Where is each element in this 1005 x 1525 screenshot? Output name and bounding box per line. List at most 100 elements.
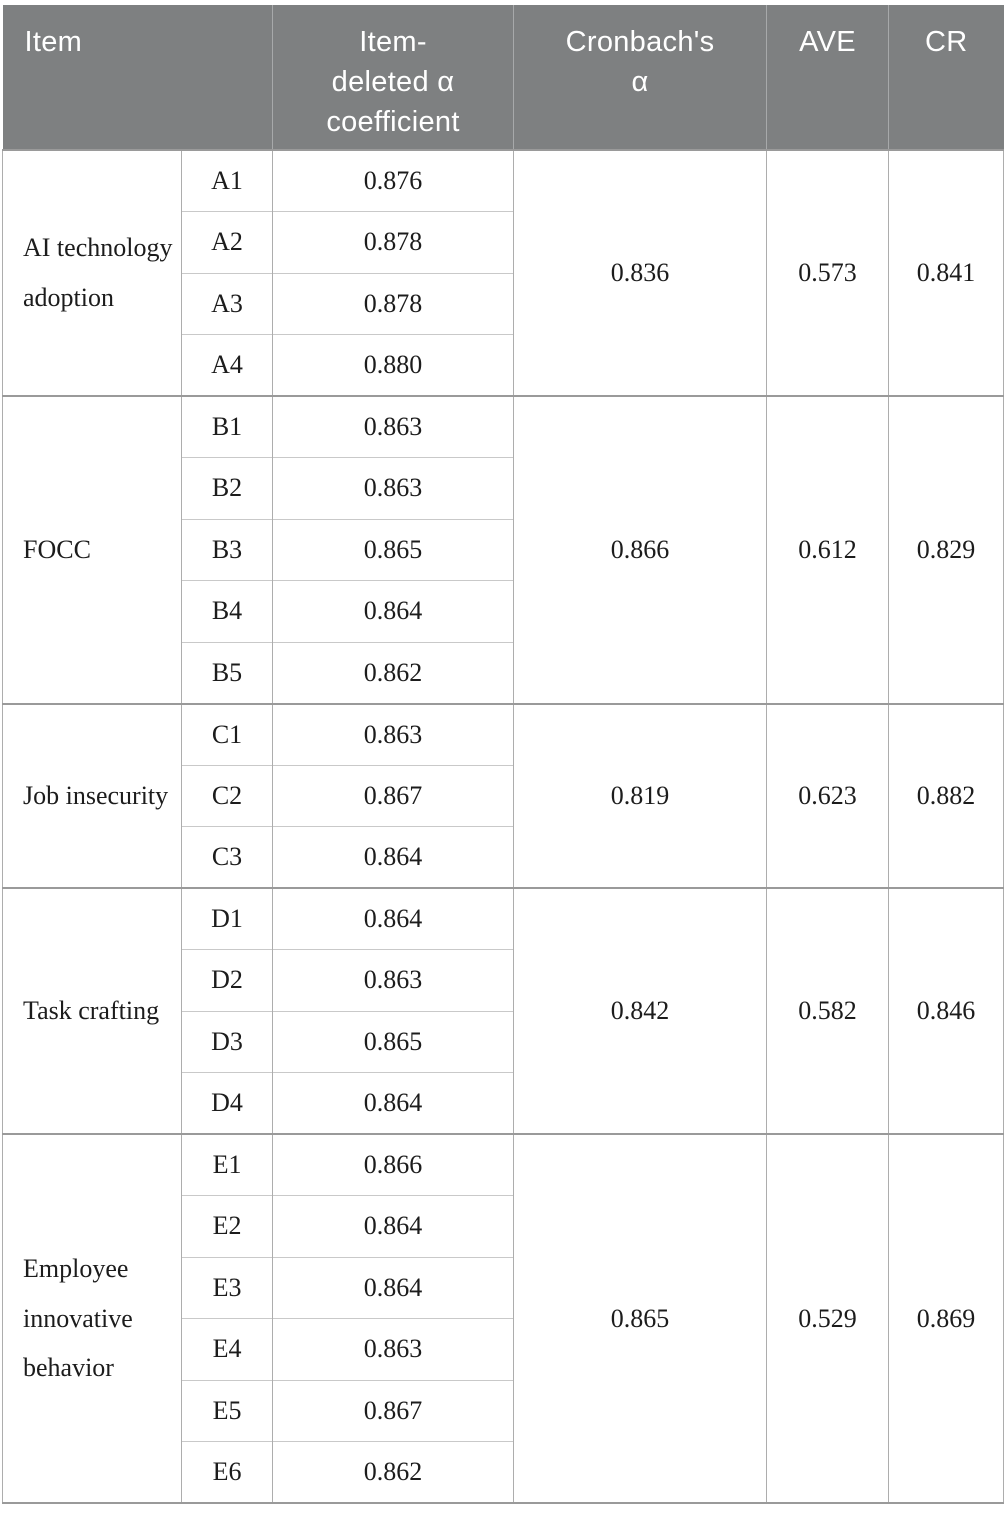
item-code-cell: A1 — [180, 149, 274, 212]
table-row: A4 0.880 — [3, 334, 1004, 396]
table-row: D2 0.863 — [3, 949, 1004, 1011]
coefficient-cell: 0.864 — [272, 1072, 515, 1134]
table-row: E2 0.864 — [3, 1195, 1004, 1257]
ave-cell: 0.623 — [766, 702, 890, 888]
table-row: E4 0.863 — [3, 1318, 1004, 1380]
coefficient-cell: 0.878 — [272, 272, 515, 335]
item-code-cell: B1 — [180, 395, 274, 458]
table-row: B4 0.864 — [3, 580, 1004, 642]
coefficient-cell: 0.878 — [272, 211, 515, 273]
table-row: B5 0.862 — [3, 641, 1004, 704]
table-row: C3 0.864 — [3, 826, 1004, 888]
coefficient-cell: 0.864 — [272, 580, 515, 642]
item-code-cell: B5 — [180, 641, 274, 704]
item-code-cell: E5 — [180, 1379, 274, 1442]
ave-cell: 0.529 — [766, 1133, 890, 1503]
coefficient-cell: 0.864 — [272, 887, 515, 950]
coefficient-cell: 0.863 — [272, 457, 515, 519]
coefficient-cell: 0.862 — [272, 1441, 515, 1503]
coefficient-cell: 0.864 — [272, 1195, 515, 1257]
item-code-cell: D1 — [180, 887, 274, 950]
coefficient-cell: 0.864 — [272, 826, 515, 888]
item-code-cell: B2 — [180, 457, 274, 519]
table-row: D3 0.865 — [3, 1010, 1004, 1073]
header-ave-label: AVE — [799, 26, 856, 58]
construct-cell: Employee innovative behavior — [2, 1133, 182, 1503]
item-code-cell: E3 — [180, 1256, 274, 1319]
header-cr: CR — [888, 5, 1004, 151]
table-row: E6 0.862 — [3, 1441, 1004, 1503]
item-code-cell: C3 — [180, 826, 274, 888]
cr-cell: 0.829 — [888, 395, 1005, 704]
header-item: Item — [2, 5, 273, 151]
cronbach-cell: 0.865 — [513, 1133, 768, 1503]
table-row: AI technology adoption A1 0.876 0.836 0.573 0… — [2, 149, 1005, 396]
table-row: C2 0.867 — [3, 764, 1004, 827]
item-code-cell: E4 — [180, 1318, 274, 1380]
table-row: E3 0.864 — [3, 1256, 1004, 1319]
construct-cell: Job insecurity — [2, 702, 182, 888]
table-row: FOCC B1 0.863 0.866 0.612 0.829 — [2, 395, 1005, 704]
coefficient-cell: 0.866 — [272, 1133, 515, 1196]
item-code-cell: A4 — [180, 334, 274, 396]
construct-cell: AI technology adoption — [2, 149, 182, 396]
header-ave: AVE — [766, 5, 889, 151]
item-code-cell: B3 — [180, 518, 274, 581]
item-code-cell: D2 — [180, 949, 274, 1011]
table-row: Employee innovative behavior E1 0.866 0.865… — [2, 1133, 1005, 1503]
coefficient-cell: 0.865 — [272, 1010, 515, 1073]
item-code-cell: E1 — [180, 1133, 274, 1196]
header-item-label: Item — [24, 26, 83, 58]
header-cronbach-label: Cronbach's α — [565, 26, 715, 99]
ave-cell: 0.573 — [766, 149, 890, 396]
cr-cell: 0.841 — [888, 149, 1005, 396]
table-row: E5 0.867 — [3, 1379, 1004, 1442]
item-code-cell: A2 — [180, 211, 274, 273]
cr-cell: 0.882 — [888, 702, 1005, 888]
item-code-cell: E2 — [180, 1195, 274, 1257]
cronbach-cell: 0.836 — [513, 149, 768, 396]
reliability-table: Item Item-deleted α coefficient Cronbach… — [2, 5, 1005, 1504]
header-item-deleted: Item-deleted α coefficient — [272, 5, 514, 151]
coefficient-cell: 0.865 — [272, 518, 515, 581]
table-row: A2 0.878 — [3, 211, 1004, 273]
cr-cell: 0.869 — [888, 1133, 1005, 1503]
coefficient-cell: 0.867 — [272, 764, 515, 827]
table-row: D4 0.864 — [3, 1072, 1004, 1134]
ave-cell: 0.582 — [766, 887, 890, 1134]
coefficient-cell: 0.876 — [272, 149, 515, 212]
item-code-cell: B4 — [180, 580, 274, 642]
item-code-cell: C2 — [180, 764, 274, 827]
coefficient-cell: 0.863 — [272, 949, 515, 1011]
coefficient-cell: 0.880 — [272, 334, 515, 396]
coefficient-cell: 0.864 — [272, 1256, 515, 1319]
header-item-deleted-label: Item-deleted α coefficient — [326, 26, 460, 139]
cr-cell: 0.846 — [888, 887, 1005, 1134]
ave-cell: 0.612 — [766, 395, 890, 704]
table-row: B2 0.863 — [3, 457, 1004, 519]
coefficient-cell: 0.867 — [272, 1379, 515, 1442]
construct-cell: Task crafting — [2, 887, 182, 1134]
table-row: Task crafting D1 0.864 0.842 0.582 0.846 — [2, 887, 1005, 1134]
table-header: Item Item-deleted α coefficient Cronbach… — [2, 5, 1004, 151]
table-row: A3 0.878 — [3, 272, 1004, 335]
coefficient-cell: 0.862 — [272, 641, 515, 704]
cronbach-cell: 0.842 — [513, 887, 768, 1134]
coefficient-cell: 0.863 — [272, 395, 515, 458]
construct-cell: FOCC — [2, 395, 182, 704]
item-code-cell: D4 — [180, 1072, 274, 1134]
header-cr-label: CR — [925, 26, 968, 58]
item-code-cell: E6 — [180, 1441, 274, 1503]
table-row: Job insecurity C1 0.863 0.819 0.623 0.882 — [2, 702, 1005, 888]
item-code-cell: C1 — [180, 702, 274, 765]
item-code-cell: D3 — [180, 1010, 274, 1073]
coefficient-cell: 0.863 — [272, 702, 515, 765]
item-code-cell: A3 — [180, 272, 274, 335]
table-row: B3 0.865 — [3, 518, 1004, 581]
cronbach-cell: 0.866 — [513, 395, 768, 704]
header-cronbach: Cronbach's α — [513, 5, 767, 151]
cronbach-cell: 0.819 — [513, 702, 768, 888]
table-body: AI technology adoption A1 0.876 0.836 0.573 0… — [2, 149, 1005, 1503]
coefficient-cell: 0.863 — [272, 1318, 515, 1380]
